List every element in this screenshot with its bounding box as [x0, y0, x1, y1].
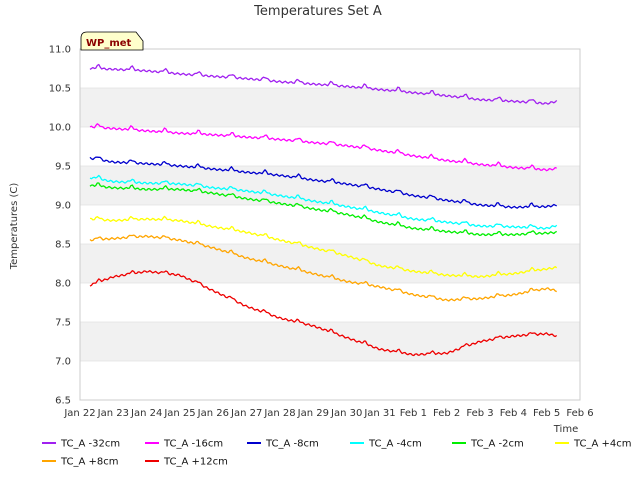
legend-label: TC_A -32cm: [60, 439, 120, 450]
series-line: [89, 215, 558, 279]
plot-band: [80, 88, 580, 127]
y-tick-label: 9.5: [55, 162, 71, 173]
station-badge: WP_met: [80, 31, 144, 51]
legend-label: TC_A -16cm: [163, 439, 223, 450]
legend-label: TC_A +4cm: [573, 439, 632, 450]
series-line: [89, 270, 558, 357]
y-tick-label: 10.0: [49, 123, 71, 134]
x-tick-label: Jan 30: [330, 408, 362, 419]
plot-band: [80, 322, 580, 361]
y-tick-label: 11.0: [49, 45, 71, 56]
legend-label: TC_A -2cm: [470, 439, 524, 450]
y-tick-label: 7.5: [55, 318, 71, 329]
x-tick-label: Jan 23: [97, 408, 129, 419]
x-tick-label: Feb 2: [433, 408, 460, 419]
y-tick-label: 7.0: [55, 357, 71, 368]
series-line: [89, 182, 558, 237]
x-tick-label: Jan 29: [297, 408, 329, 419]
x-tick-label: Jan 26: [197, 408, 229, 419]
legend-label: TC_A +12cm: [163, 457, 228, 468]
x-tick-label: Jan 28: [263, 408, 295, 419]
series-line: [89, 156, 557, 209]
y-tick-label: 8.0: [55, 279, 71, 290]
plot-border: [79, 48, 581, 401]
series-line: [89, 123, 557, 172]
y-tick-label: 6.5: [55, 396, 71, 407]
series-layer: [89, 63, 558, 357]
x-axis-ticks: Jan 22 Jan 23 Jan 24 Jan 25 Jan 26 Jan 27 Jan …: [63, 408, 593, 419]
x-tick-label: Feb 6: [566, 408, 593, 419]
x-tick-label: Jan 27: [230, 408, 262, 419]
series-line: [89, 63, 558, 105]
y-axis-title: Temperatures (C): [9, 183, 20, 271]
x-axis-title: Time: [553, 424, 578, 435]
y-tick-label: 8.5: [55, 240, 71, 251]
legend-label: TC_A -8cm: [265, 439, 319, 450]
plot-grid: [80, 48, 580, 401]
y-axis-ticks: 6.5 7.0 7.5 8.0 8.5 9.0 9.5 10.0 10.5 11.0: [49, 45, 71, 407]
plot-band: [80, 166, 580, 205]
plot-bands: [80, 49, 580, 400]
x-tick-label: Jan 31: [363, 408, 395, 419]
x-tick-label: Feb 1: [400, 408, 427, 419]
legend-label: TC_A +8cm: [60, 457, 119, 468]
y-tick-label: 9.0: [55, 201, 71, 212]
legend: TC_A -32cm TC_A -16cm TC_A -8cm TC_A -4cm TC…: [42, 439, 632, 468]
series-line: [89, 174, 558, 230]
badge-shape: [80, 31, 144, 51]
chart-title: Temperatures Set A: [253, 4, 382, 19]
x-tick-label: Feb 5: [533, 408, 560, 419]
x-tick-label: Jan 24: [130, 408, 162, 419]
x-tick-label: Feb 3: [466, 408, 493, 419]
x-tick-label: Feb 4: [500, 408, 527, 419]
series-line: [89, 234, 557, 302]
x-tick-label: Jan 25: [163, 408, 195, 419]
y-tick-label: 10.5: [49, 84, 71, 95]
x-tick-label: Jan 22: [63, 408, 95, 419]
badge-label: WP_met: [86, 38, 132, 49]
legend-label: TC_A -4cm: [368, 439, 422, 450]
